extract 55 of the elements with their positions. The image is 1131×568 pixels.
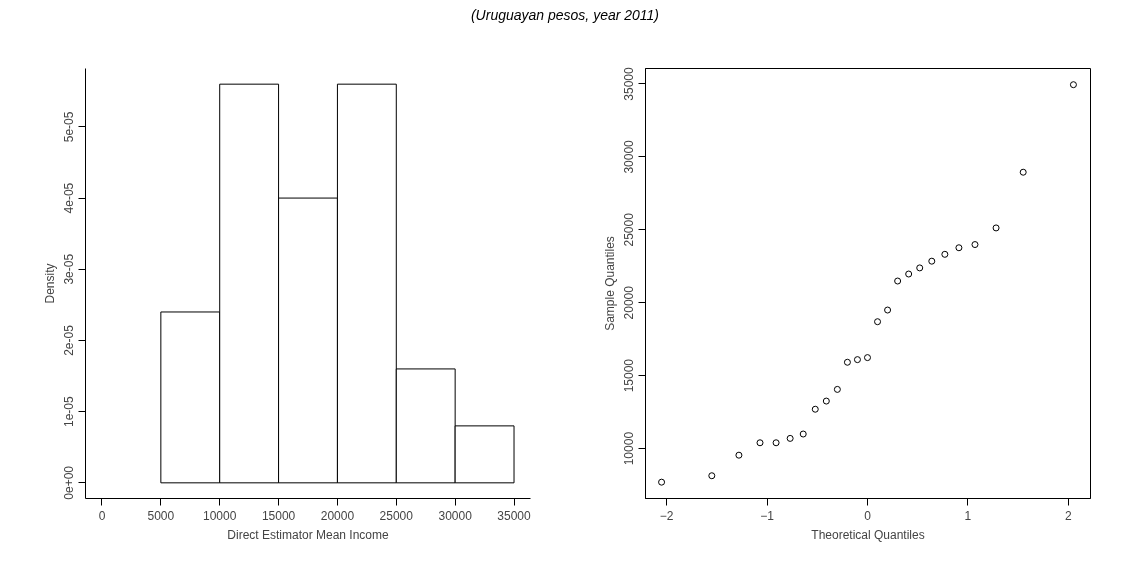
point xyxy=(864,354,871,362)
point xyxy=(971,241,979,249)
point xyxy=(756,439,764,447)
x-tick-label: 35000 xyxy=(497,508,532,523)
x-axis-title: Direct Estimator Mean Income xyxy=(227,527,390,542)
point xyxy=(874,318,882,326)
point xyxy=(843,358,851,366)
x-tick-label: −2 xyxy=(659,508,674,523)
y-axis-title: Sample Quantiles xyxy=(602,236,617,331)
x-tick-label: 15000 xyxy=(261,508,296,523)
point xyxy=(822,397,830,405)
y-tick-label: 0e+00 xyxy=(62,465,77,500)
y-tick-label: 10000 xyxy=(622,431,637,466)
point xyxy=(916,264,924,272)
point xyxy=(708,472,716,480)
point xyxy=(735,451,743,459)
x-axis-title: Theoretical Quantiles xyxy=(811,527,925,542)
text: (Uruguayan pesos, year 2011) xyxy=(470,6,660,25)
y-tick-label: 4e-05 xyxy=(62,182,77,214)
point xyxy=(955,244,963,252)
point xyxy=(811,405,819,413)
point xyxy=(1019,168,1027,176)
x-tick-label: 10000 xyxy=(203,508,237,523)
point xyxy=(894,277,902,285)
point xyxy=(928,257,936,265)
point xyxy=(786,434,794,442)
y-tick-label: 3e-05 xyxy=(62,253,77,285)
point xyxy=(658,478,666,486)
y-axis-title: Density xyxy=(42,263,57,304)
x-tick-label: 30000 xyxy=(438,508,473,523)
point xyxy=(992,224,1000,232)
y-tick-label: 30000 xyxy=(622,139,637,174)
point xyxy=(884,306,892,314)
x-tick-label: 5000 xyxy=(147,508,175,523)
point xyxy=(833,385,841,393)
point xyxy=(799,430,807,438)
y-tick-label: 15000 xyxy=(622,358,637,393)
y-tick-label: 20000 xyxy=(622,285,637,320)
y-tick-label: 2e-05 xyxy=(62,324,77,356)
point xyxy=(1069,81,1077,89)
x-tick-label: 2 xyxy=(1065,508,1073,523)
point xyxy=(772,439,780,447)
point xyxy=(941,250,949,258)
x-tick-label: −1 xyxy=(760,508,775,523)
x-tick-label: 25000 xyxy=(379,508,414,523)
x-tick-label: 1 xyxy=(964,508,972,523)
point xyxy=(853,356,861,364)
y-tick-label: 1e-05 xyxy=(62,395,77,427)
x-tick-label: 0 xyxy=(864,508,872,523)
x-tick-label: 0 xyxy=(98,508,106,523)
point xyxy=(905,270,913,278)
y-tick-label: 5e-05 xyxy=(62,111,77,143)
x-tick-label: 20000 xyxy=(320,508,355,523)
y-tick-label: 35000 xyxy=(622,66,637,101)
y-tick-label: 25000 xyxy=(622,212,637,247)
